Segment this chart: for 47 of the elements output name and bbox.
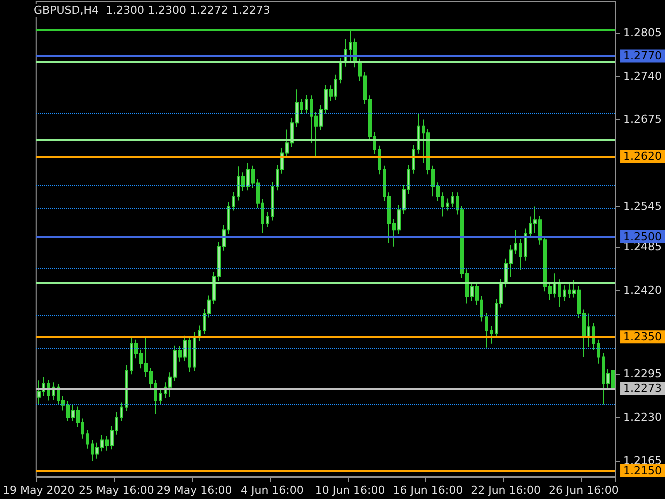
ref-line-label: 1.2150: [624, 464, 662, 478]
y-tick-label: 1.2675: [624, 113, 662, 126]
candlestick: [232, 192, 235, 212]
candlestick: [86, 430, 89, 450]
x-tick-label: 10 Jun 16:00: [315, 484, 386, 497]
candlestick: [339, 58, 342, 84]
ref-line-label: 1.2500: [624, 230, 662, 244]
candlestick: [563, 285, 566, 302]
y-tick-label: 1.2295: [624, 367, 662, 380]
ref-line-label: 1.2770: [624, 50, 662, 63]
chart-title: GBPUSD,H4 1.2300 1.2300 1.2272 1.2273: [34, 4, 270, 17]
y-tick-label: 1.2740: [624, 70, 662, 83]
ref-line-label: 1.2350: [624, 330, 662, 344]
candlestick: [524, 228, 527, 262]
candlestick: [490, 326, 493, 344]
candlestick: [412, 144, 415, 174]
candlestick: [519, 239, 522, 271]
x-tick-label: 4 Jun 16:00: [240, 484, 304, 497]
candlestick: [193, 332, 196, 372]
ref-line-label: 1.2273: [624, 382, 662, 396]
candlestick: [305, 94, 308, 114]
candlestick: [417, 113, 420, 154]
y-tick-label: 1.2805: [624, 26, 662, 40]
y-tick-label: 1.2545: [624, 200, 662, 214]
candlestick: [159, 388, 162, 406]
candlestick: [597, 339, 600, 364]
candlestick: [378, 145, 381, 176]
candlestick: [451, 192, 454, 208]
candlestick: [271, 181, 274, 222]
candlestick: [592, 322, 595, 352]
x-tick-label: 25 May 16:00: [78, 484, 154, 497]
candlestick: [198, 325, 201, 342]
candlestick: [558, 279, 561, 308]
x-tick-label: 29 May 16:00: [156, 484, 232, 497]
candlestick: [485, 312, 488, 348]
candlestick: [120, 402, 123, 422]
ref-line-label: 1.2620: [624, 150, 662, 164]
candlestick: [266, 212, 269, 228]
y-tick-label: 1.2420: [624, 284, 662, 297]
candlestick: [446, 198, 449, 212]
x-tick-label: 22 Jun 16:00: [471, 484, 541, 497]
y-tick-label: 1.2230: [624, 410, 662, 424]
candlestick: [125, 364, 128, 412]
candlestick: [37, 380, 41, 405]
x-tick-label: 19 May 2020: [2, 484, 75, 497]
x-tick-label: 26 Jun 16:00: [548, 484, 619, 497]
x-tick-label: 16 Jun 16:00: [393, 484, 464, 497]
